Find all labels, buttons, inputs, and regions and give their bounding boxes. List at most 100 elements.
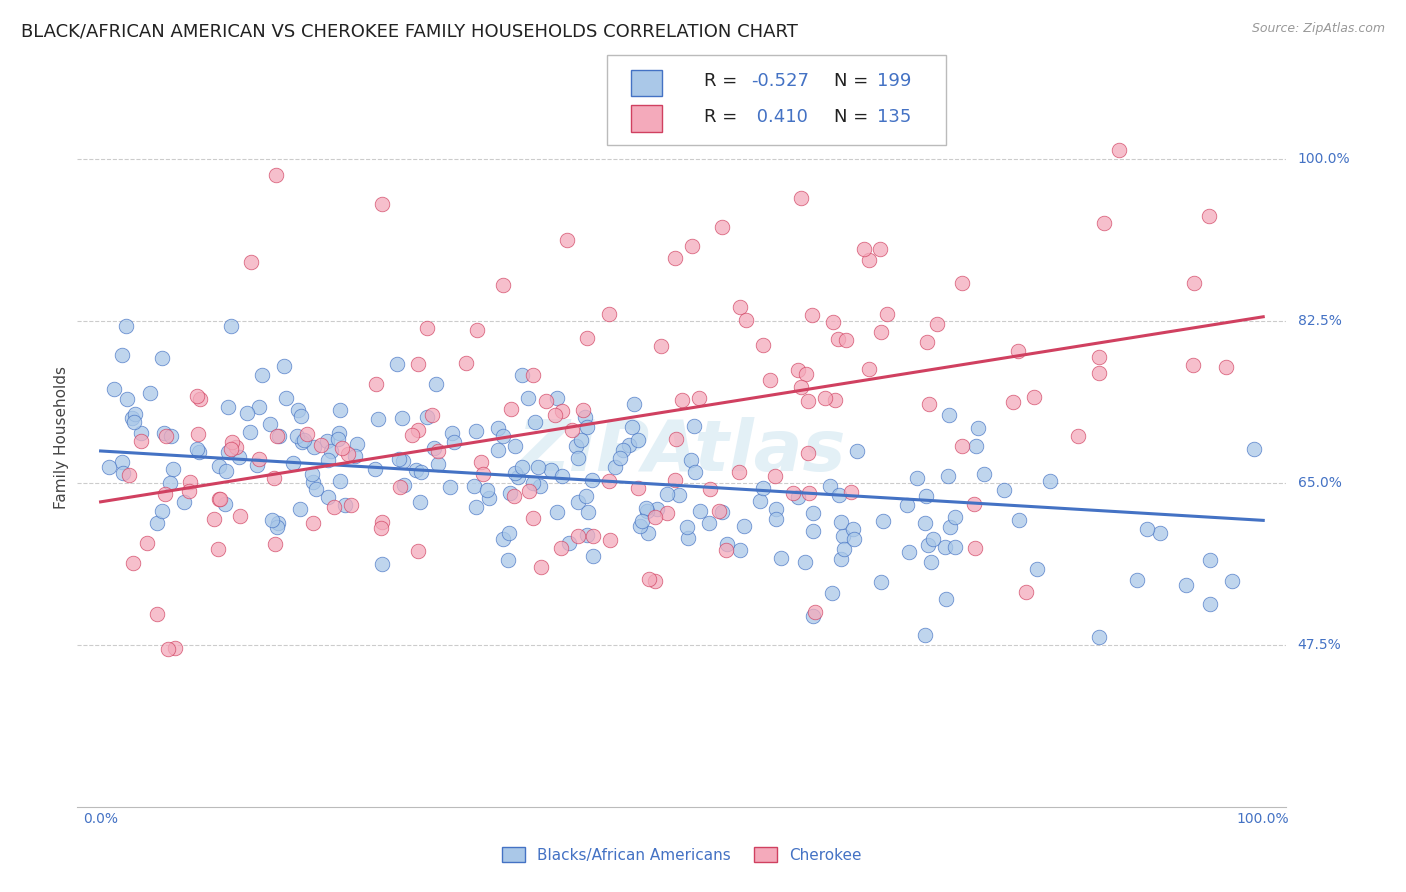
Point [765,469,787,483]
Point [285,429,308,443]
Point [330,442,353,456]
Point [510,368,533,382]
Point [163,640,186,655]
Point [1087,630,1109,644]
Point [1088,350,1111,364]
Point [427,444,450,458]
Point [367,412,389,426]
Point [209,492,232,507]
Point [1174,578,1197,592]
Point [612,443,634,458]
Point [676,531,699,545]
Point [835,334,858,348]
Point [502,489,524,503]
Point [943,510,966,524]
Point [329,475,352,489]
Point [439,480,461,494]
Point [915,490,938,504]
Point [644,574,666,588]
Point [1015,584,1038,599]
Point [420,408,443,422]
Point [328,425,350,440]
Point [263,471,285,485]
Point [824,392,846,407]
Point [406,543,429,558]
Point [266,429,288,443]
Point [115,392,138,406]
Text: 199: 199 [877,72,911,90]
Point [1182,277,1205,291]
Point [546,392,568,406]
Point [896,499,918,513]
Point [486,442,509,457]
Point [647,501,669,516]
Point [728,543,751,558]
Point [150,351,173,365]
Point [323,500,346,515]
Point [239,254,262,268]
Text: 65.0%: 65.0% [1298,476,1341,491]
Point [914,516,936,530]
Point [550,404,572,418]
Point [1039,474,1062,488]
Point [302,440,325,454]
Point [118,467,141,482]
Point [832,529,855,543]
Point [364,462,387,476]
Point [797,485,820,500]
Point [733,519,755,533]
Point [305,482,328,496]
Point [124,408,146,422]
Point [576,528,599,542]
Point [207,542,229,557]
Point [534,394,557,409]
Point [215,464,238,478]
Point [492,428,515,442]
Point [475,483,498,497]
Point [869,325,891,339]
Point [1126,573,1149,587]
Point [634,500,657,515]
Point [111,455,134,469]
Point [392,478,415,492]
Point [683,465,706,479]
Point [157,642,180,657]
Point [385,358,408,372]
Point [787,490,810,504]
Point [464,424,486,438]
Point [728,300,751,314]
Point [1022,390,1045,404]
Point [1198,209,1220,223]
Point [529,479,551,493]
Point [943,540,966,554]
Point [259,417,281,431]
Point [530,560,553,574]
Point [392,454,415,468]
Point [683,419,706,434]
Point [852,243,875,257]
Point [671,392,693,407]
Point [217,445,239,459]
Point [627,481,650,495]
Point [499,401,522,416]
Point [567,529,589,543]
Point [122,415,145,429]
Point [103,383,125,397]
Point [925,318,948,332]
Legend: Blacks/African Americans, Cherokee: Blacks/African Americans, Cherokee [502,847,862,863]
Point [842,533,865,547]
Point [787,362,810,376]
Point [790,191,813,205]
Point [922,532,945,546]
Point [219,442,242,456]
Point [146,516,169,531]
Point [225,440,247,454]
Point [558,536,581,550]
Point [963,497,986,511]
Point [492,278,515,293]
Point [425,376,447,391]
Point [1087,366,1109,380]
Point [827,333,849,347]
Point [465,323,488,337]
Point [1199,552,1222,566]
